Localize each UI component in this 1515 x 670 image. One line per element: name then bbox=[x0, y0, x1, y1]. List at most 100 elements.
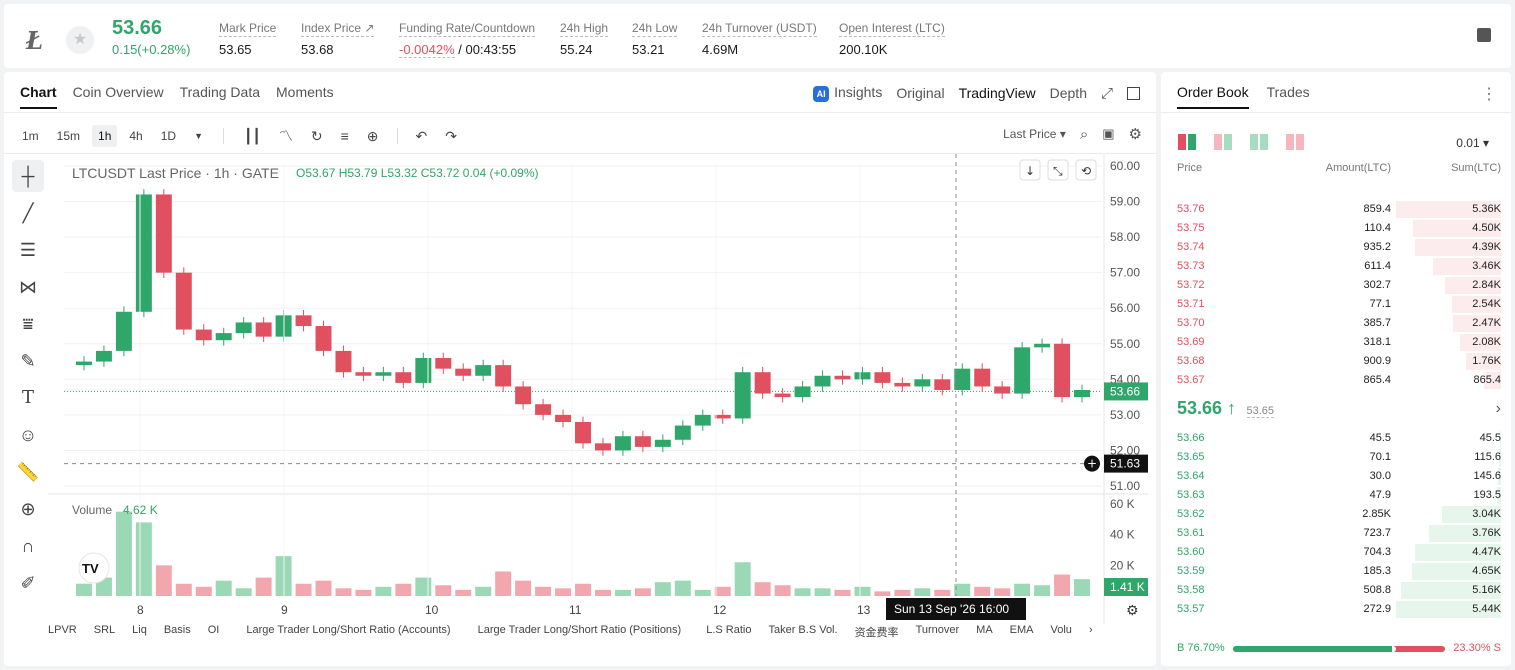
indicator-item[interactable]: LPVR bbox=[48, 624, 77, 636]
tab-trading-data[interactable]: Trading Data bbox=[179, 84, 261, 100]
indicator-item[interactable]: Basis bbox=[163, 624, 191, 636]
favorite-star-icon[interactable]: ★ bbox=[66, 26, 94, 54]
ask-row[interactable]: 53.76 859.4 5.36K bbox=[1177, 200, 1501, 219]
templates-icon[interactable]: ≡ bbox=[340, 128, 349, 144]
indicator-item[interactable]: SRL bbox=[93, 624, 116, 636]
indicator-item[interactable]: 资金费率 bbox=[854, 627, 899, 639]
ask-row[interactable]: 53.69 318.1 2.08K bbox=[1177, 333, 1501, 352]
price-source-select[interactable]: Last Price ▾ bbox=[1003, 127, 1066, 141]
tab-order-book[interactable]: Order Book bbox=[1177, 84, 1249, 109]
precision-select[interactable]: 0.01 ▾ bbox=[1456, 136, 1489, 150]
pattern-icon[interactable]: ⋈ bbox=[19, 277, 37, 297]
text-tool-icon[interactable]: T bbox=[21, 387, 34, 408]
view-bids-icon[interactable] bbox=[1250, 134, 1268, 150]
tab-tradingview[interactable]: TradingView bbox=[958, 85, 1036, 101]
bid-row[interactable]: 53.62 2.85K 3.04K bbox=[1177, 505, 1501, 524]
indicator-item[interactable]: L.S Ratio bbox=[706, 624, 752, 636]
bid-row[interactable]: 53.66 45.5 45.5 bbox=[1177, 429, 1501, 448]
indicator-item[interactable]: Taker B.S Vol. bbox=[768, 624, 838, 636]
ask-row[interactable]: 53.68 900.9 1.76K bbox=[1177, 352, 1501, 371]
tf-15m[interactable]: 15m bbox=[56, 129, 81, 143]
tab-chart[interactable]: Chart bbox=[20, 84, 57, 109]
reset-icon: ⟲ bbox=[1081, 164, 1091, 178]
zoom-in-icon[interactable]: ⊕ bbox=[20, 499, 36, 519]
ruler-icon[interactable]: 📏 bbox=[16, 462, 40, 482]
ask-row[interactable]: 53.70 385.7 2.47K bbox=[1177, 314, 1501, 333]
magnet-icon[interactable]: ∩ bbox=[21, 536, 35, 556]
ask-row[interactable]: 53.72 302.7 2.84K bbox=[1177, 276, 1501, 295]
stat-funding-rate[interactable]: Funding Rate/Countdown -0.0042% / 00:43:… bbox=[399, 19, 536, 58]
candle-body bbox=[255, 322, 272, 337]
gear-icon[interactable]: ⚙ bbox=[1128, 126, 1142, 143]
view-sells-icon[interactable] bbox=[1286, 134, 1304, 150]
mid-price-row[interactable]: 53.66 ↑ 53.65 › bbox=[1177, 398, 1501, 419]
depth-bar bbox=[1496, 487, 1501, 504]
ask-price: 53.67 bbox=[1177, 374, 1205, 386]
time-tick-label: 9 bbox=[281, 603, 288, 617]
bid-row[interactable]: 53.64 30.0 145.6 bbox=[1177, 467, 1501, 486]
tf-1h[interactable]: 1h bbox=[92, 125, 118, 147]
indicator-item[interactable]: EMA bbox=[1009, 624, 1034, 636]
ask-row[interactable]: 53.75 110.4 4.50K bbox=[1177, 219, 1501, 238]
search-icon[interactable]: ⌕ bbox=[1079, 125, 1089, 143]
tf-1m[interactable]: 1m bbox=[22, 129, 39, 143]
bid-row[interactable]: 53.63 47.9 193.5 bbox=[1177, 486, 1501, 505]
indicator-item[interactable]: OI bbox=[207, 624, 220, 636]
time-tick-label: 12 bbox=[713, 603, 727, 617]
expand-icon[interactable]: ⤢ bbox=[1100, 84, 1113, 102]
view-both-icon[interactable] bbox=[1178, 134, 1196, 150]
tab-coin-overview[interactable]: Coin Overview bbox=[72, 84, 164, 100]
chevron-down-icon[interactable]: ▼ bbox=[194, 131, 203, 141]
bid-row[interactable]: 53.65 70.1 115.6 bbox=[1177, 448, 1501, 467]
tab-insights[interactable]: AI Insights bbox=[813, 84, 882, 102]
redo-icon[interactable]: ↷ bbox=[445, 127, 457, 144]
more-menu-icon[interactable]: ⋮ bbox=[1481, 86, 1497, 103]
stat-mark-price[interactable]: Mark Price 53.65 bbox=[219, 19, 277, 57]
divider bbox=[4, 112, 1156, 113]
ask-row[interactable]: 53.67 865.4 865.4 bbox=[1177, 371, 1501, 390]
crosshair-icon[interactable]: ┼ bbox=[12, 160, 44, 192]
indicator-item[interactable]: Liq bbox=[132, 624, 147, 636]
bid-row[interactable]: 53.58 508.8 5.16K bbox=[1177, 581, 1501, 600]
bid-row[interactable]: 53.60 704.3 4.47K bbox=[1177, 543, 1501, 562]
guide-book-icon[interactable] bbox=[1477, 28, 1491, 42]
brush-icon[interactable]: ✎ bbox=[20, 351, 36, 371]
tab-depth[interactable]: Depth bbox=[1049, 85, 1087, 101]
bid-row[interactable]: 53.59 185.3 4.65K bbox=[1177, 562, 1501, 581]
indicator-item[interactable]: Large Trader Long/Short Ratio (Accounts) bbox=[246, 624, 451, 636]
indicator-item[interactable]: Volu bbox=[1050, 624, 1072, 636]
ask-row[interactable]: 53.71 77.1 2.54K bbox=[1177, 295, 1501, 314]
add-indicator-icon[interactable]: ⊕ bbox=[366, 127, 379, 144]
ask-row[interactable]: 53.74 935.2 4.39K bbox=[1177, 238, 1501, 257]
depth-bar bbox=[1432, 258, 1501, 275]
trend-line-icon[interactable]: ╱ bbox=[22, 203, 34, 223]
chevron-right-icon[interactable]: › bbox=[1495, 400, 1501, 417]
candle-body bbox=[774, 393, 791, 398]
ask-row[interactable]: 53.73 611.4 3.46K bbox=[1177, 257, 1501, 276]
fib-icon[interactable]: ⩸ bbox=[22, 314, 34, 334]
window-icon[interactable] bbox=[1127, 86, 1140, 100]
indicator-item[interactable]: Large Trader Long/Short Ratio (Positions… bbox=[477, 624, 682, 636]
emoji-icon[interactable]: ☺ bbox=[18, 425, 38, 445]
edit-pen-icon[interactable]: ✐ bbox=[20, 573, 36, 593]
tab-trades[interactable]: Trades bbox=[1266, 84, 1310, 100]
bid-sum: 193.5 bbox=[1473, 489, 1501, 501]
indicator-item[interactable]: MA bbox=[976, 624, 993, 636]
bid-row[interactable]: 53.61 723.7 3.76K bbox=[1177, 524, 1501, 543]
compare-icon[interactable]: ↻ bbox=[310, 127, 323, 144]
candle-type-icon[interactable]: ┃┃ bbox=[244, 127, 261, 144]
indicator-chart-icon[interactable]: 〽 bbox=[278, 128, 293, 144]
stat-index-price[interactable]: Index Price ↗ 53.68 bbox=[301, 19, 375, 57]
camera-icon[interactable]: ▣ bbox=[1102, 126, 1115, 141]
tf-1d[interactable]: 1D bbox=[160, 129, 177, 143]
horizontal-lines-icon[interactable]: ☰ bbox=[19, 240, 37, 260]
tf-4h[interactable]: 4h bbox=[129, 129, 143, 143]
price-chart[interactable]: 60.0059.0058.0057.0056.0055.0054.0053.00… bbox=[48, 154, 1148, 624]
indicator-item[interactable]: Turnover bbox=[915, 624, 960, 636]
bid-row[interactable]: 53.57 272.9 5.44K bbox=[1177, 600, 1501, 619]
chevron-right-icon[interactable]: › bbox=[1088, 624, 1093, 636]
tab-moments[interactable]: Moments bbox=[276, 84, 334, 100]
view-asks-icon[interactable] bbox=[1214, 134, 1232, 150]
undo-icon[interactable]: ↶ bbox=[415, 127, 428, 144]
tab-original[interactable]: Original bbox=[896, 85, 945, 101]
